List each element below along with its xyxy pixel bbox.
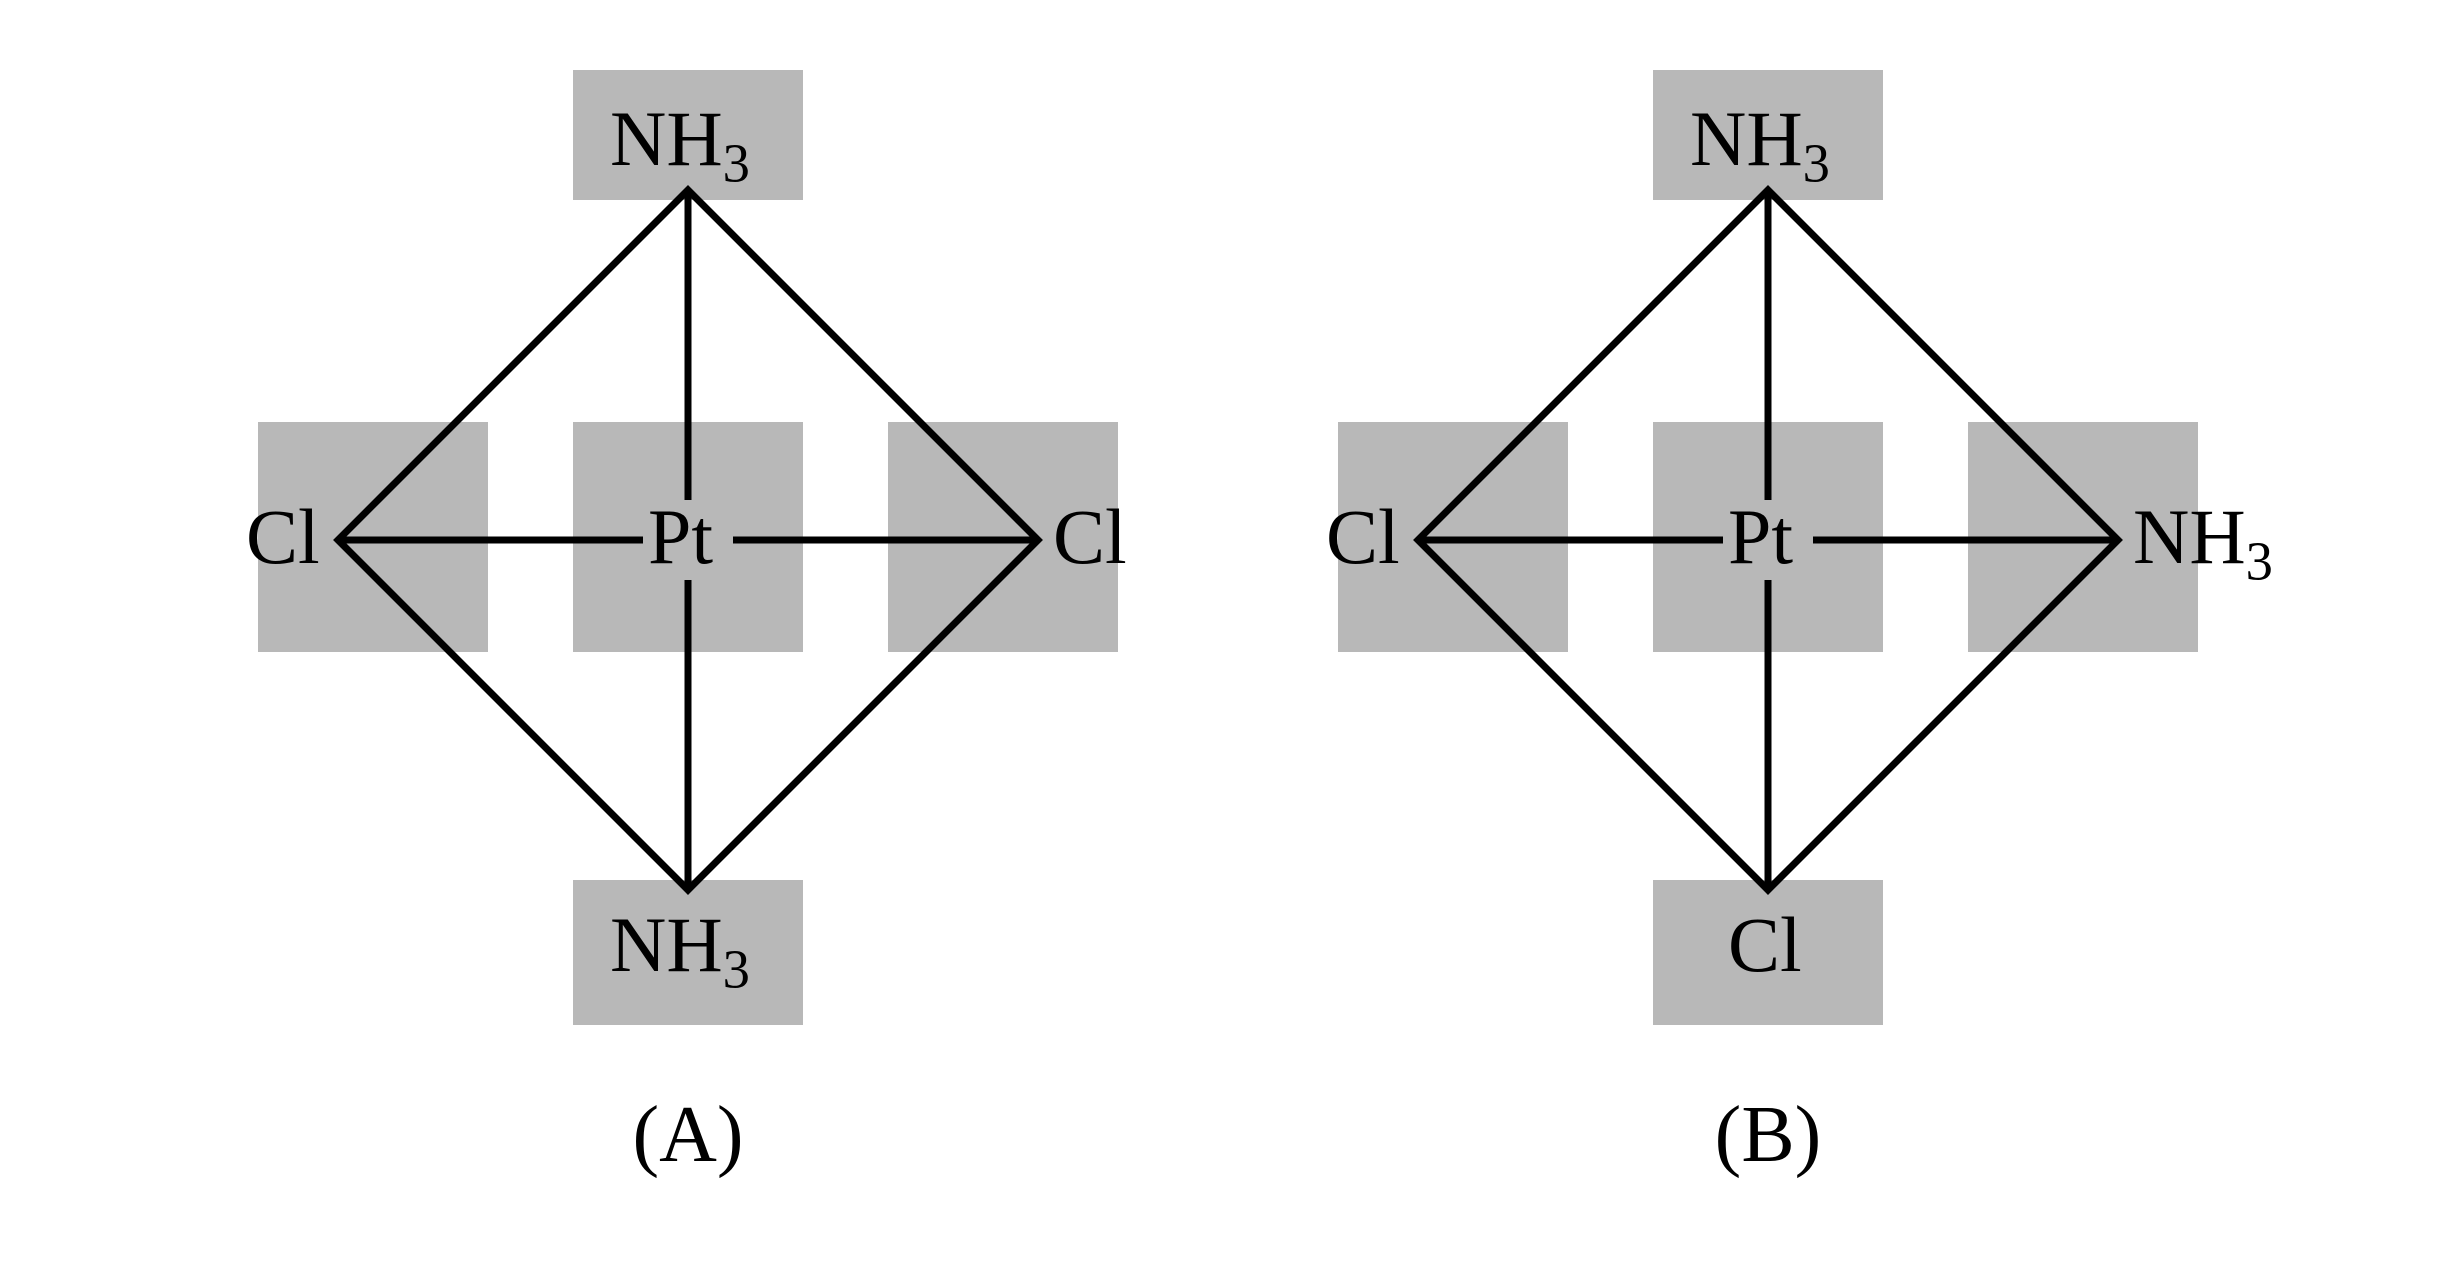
diagram-a: Pt NH3 Cl NH3 Cl	[238, 60, 1138, 1060]
right-ligand-a: Cl	[1053, 492, 1127, 582]
center-atom-b: Pt	[1728, 492, 1793, 582]
center-atom-a: Pt	[648, 492, 713, 582]
bottom-ligand-a: NH3	[610, 900, 750, 1001]
left-ligand-b: Cl	[1326, 492, 1400, 582]
top-ligand-a: NH3	[610, 94, 750, 195]
caption-a: (A)	[632, 1090, 743, 1181]
right-ligand-b: NH3	[2133, 492, 2273, 593]
diagram-b-column: Pt NH3 NH3 Cl Cl (B)	[1318, 60, 2218, 1181]
diagram-b: Pt NH3 NH3 Cl Cl	[1318, 60, 2218, 1060]
bottom-ligand-b: Cl	[1728, 900, 1802, 990]
top-ligand-b: NH3	[1690, 94, 1830, 195]
left-ligand-a: Cl	[246, 492, 320, 582]
caption-b: (B)	[1715, 1090, 1822, 1181]
diagram-a-column: Pt NH3 Cl NH3 Cl (A)	[238, 60, 1138, 1181]
